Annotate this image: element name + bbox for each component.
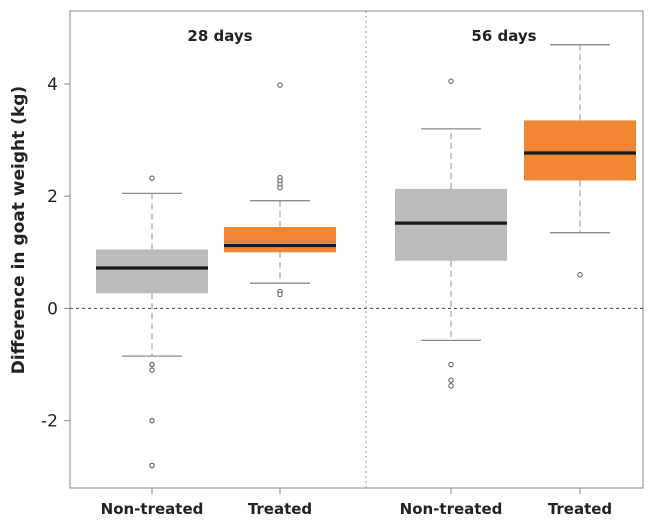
panel-title: 28 days (187, 27, 252, 45)
outlier-point (149, 417, 155, 424)
outlier-point (277, 291, 283, 298)
y-tick-label: 0 (47, 299, 58, 319)
plot-frame (69, 10, 644, 489)
iqr-box (524, 120, 636, 181)
box-group (524, 44, 636, 278)
outlier-point (149, 361, 155, 368)
outlier-point (149, 175, 155, 181)
plot-area: -2 0 2 4 28 days Non-treated Treated 56 days Non… (41, 10, 644, 518)
y-tick-label: 2 (47, 187, 58, 207)
box-group (96, 175, 208, 469)
x-category-label: Treated (248, 500, 312, 518)
outlier-point (149, 462, 155, 469)
outlier-point (149, 367, 155, 373)
iqr-box (96, 249, 208, 294)
outlier-point (577, 272, 583, 278)
y-tick-label: -2 (41, 412, 58, 432)
outlier-point (277, 82, 283, 88)
outlier-point (448, 78, 454, 84)
y-axis-title: Difference in goat weight (kg) (9, 86, 29, 374)
box-group (224, 82, 336, 298)
panel-title: 56 days (471, 27, 536, 45)
outlier-point (448, 361, 454, 368)
box-group (395, 78, 507, 389)
outlier-point (448, 377, 454, 383)
y-tick-label: 4 (47, 75, 58, 95)
x-category-label: Treated (548, 500, 612, 518)
outlier-point (277, 185, 283, 191)
iqr-box (395, 188, 507, 261)
x-category-label: Non-treated (400, 500, 503, 518)
iqr-box (224, 227, 336, 253)
x-category-label: Non-treated (101, 500, 204, 518)
outlier-point (448, 383, 454, 389)
